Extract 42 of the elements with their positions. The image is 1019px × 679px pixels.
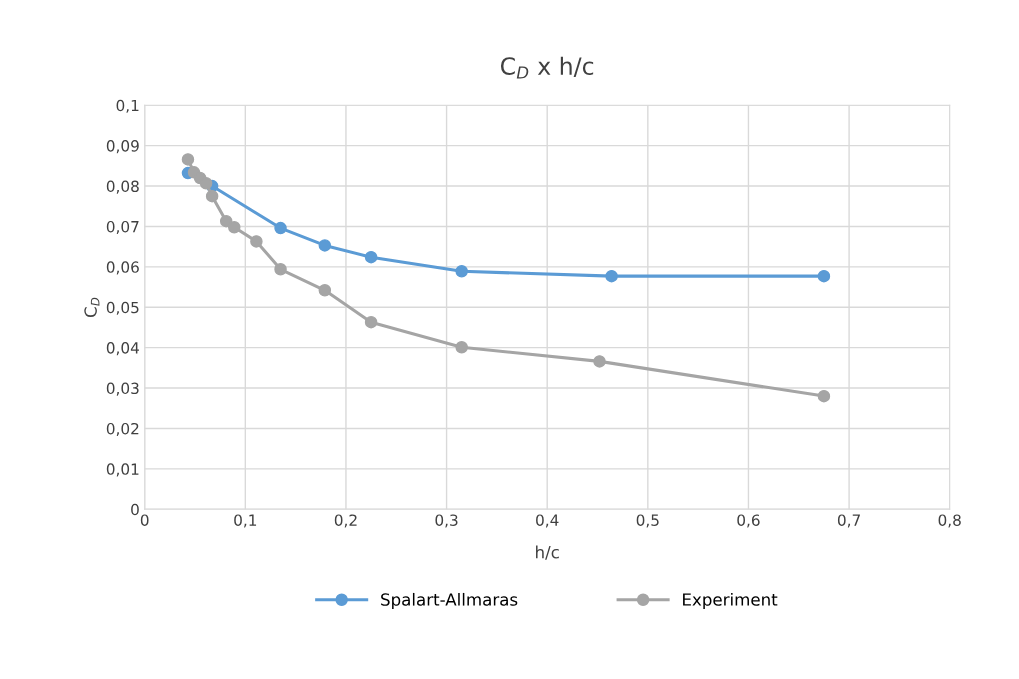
x-tick-label: 0,4: [536, 514, 559, 528]
y-tick-label: 0,02: [106, 422, 139, 437]
legend-label: Experiment: [683, 592, 778, 610]
point: [274, 263, 287, 276]
y-tick-label: 0,06: [106, 261, 139, 275]
point: [817, 269, 831, 283]
legend-label: Spalart-Allmaras: [381, 592, 518, 610]
y-tick-label: 0,08: [106, 180, 139, 194]
y-tick-label: 0: [131, 503, 139, 516]
point: [817, 389, 831, 403]
y-tick-label: 0,05: [106, 301, 139, 315]
point: [318, 284, 332, 297]
y-tick-label: 0,03: [106, 382, 139, 396]
point: [455, 265, 468, 278]
x-axis-title: h/c: [536, 545, 559, 560]
x-tick-label: 0,5: [636, 514, 659, 528]
point: [605, 269, 618, 283]
x-tick-label: 0: [140, 514, 149, 526]
point: [364, 315, 378, 329]
y-tick-label: 0,1: [116, 99, 139, 113]
x-tick-label: 0,3: [435, 514, 458, 528]
x-tick-label: 0,2: [334, 514, 357, 528]
x-tick-label: 0,1: [234, 514, 257, 528]
point: [593, 355, 606, 368]
point: [364, 250, 378, 264]
point: [250, 235, 263, 248]
y-tick-label: 0,04: [106, 342, 139, 356]
point: [181, 153, 195, 166]
x-tick-label: 0,6: [737, 514, 760, 528]
point: [205, 189, 219, 203]
point: [228, 221, 241, 234]
y-axis-title: C$_{D}$: [84, 297, 100, 317]
point: [318, 239, 332, 252]
point: [199, 176, 213, 190]
y-tick-label: 0,09: [106, 140, 139, 154]
point: [274, 221, 287, 235]
y-tick-label: 0,07: [106, 220, 139, 235]
chart-title: C$_{D}$ x h/c: [500, 56, 594, 79]
x-tick-label: 0,8: [938, 514, 961, 528]
point: [455, 340, 468, 354]
y-tick-label: 0,01: [106, 463, 139, 477]
x-tick-label: 0,7: [837, 514, 860, 528]
